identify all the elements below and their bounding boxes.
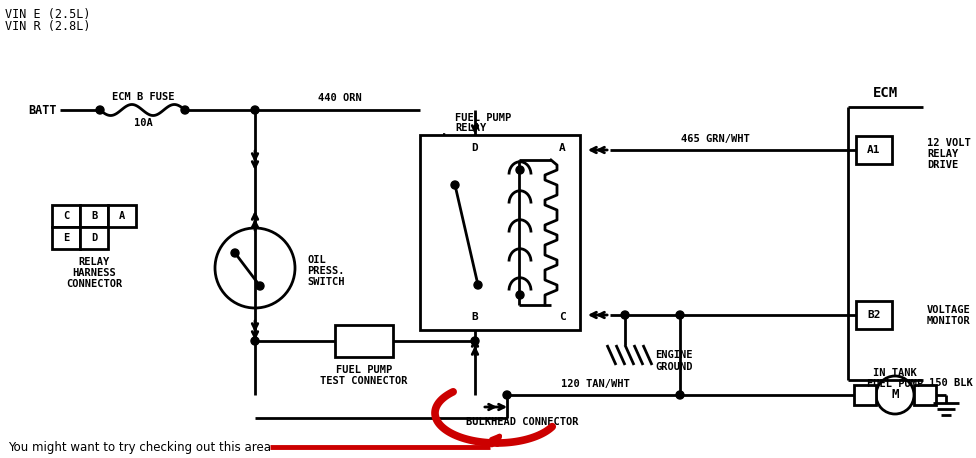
Bar: [52, 227, 80, 249]
Text: RELAY: RELAY: [78, 257, 109, 267]
Text: GROUND: GROUND: [655, 362, 693, 372]
Text: 12 VOLT: 12 VOLT: [927, 138, 971, 148]
Text: RELAY: RELAY: [927, 149, 958, 159]
Text: 150 BLK: 150 BLK: [929, 378, 973, 388]
Bar: [420, 135, 580, 330]
Circle shape: [503, 391, 511, 399]
Text: E: E: [62, 233, 69, 243]
Text: .: .: [440, 125, 448, 139]
Text: B2: B2: [868, 310, 880, 320]
Circle shape: [621, 311, 629, 319]
Text: D: D: [91, 233, 98, 243]
Text: A: A: [558, 143, 565, 153]
Bar: [80, 205, 108, 227]
Circle shape: [231, 249, 239, 257]
Text: 120 TAN/WHT: 120 TAN/WHT: [560, 379, 630, 389]
Text: TEST CONNECTOR: TEST CONNECTOR: [320, 376, 408, 386]
Text: D: D: [471, 143, 478, 153]
Circle shape: [474, 281, 482, 289]
Text: ECM: ECM: [873, 86, 898, 100]
Text: A: A: [119, 211, 125, 221]
Text: RELAY: RELAY: [455, 123, 486, 133]
Bar: [108, 205, 136, 227]
Text: B: B: [91, 211, 98, 221]
Bar: [856, 136, 892, 164]
Text: VIN R (2.8L): VIN R (2.8L): [5, 20, 91, 33]
Text: CONNECTOR: CONNECTOR: [65, 279, 122, 289]
Circle shape: [516, 291, 524, 299]
Circle shape: [471, 337, 479, 345]
Bar: [80, 227, 108, 249]
Bar: [914, 385, 936, 405]
Text: MONITOR: MONITOR: [927, 316, 971, 326]
Bar: [52, 205, 80, 227]
Circle shape: [516, 166, 524, 174]
Text: BULKHEAD CONNECTOR: BULKHEAD CONNECTOR: [466, 417, 578, 427]
Text: M: M: [891, 388, 899, 402]
Text: HARNESS: HARNESS: [72, 268, 116, 278]
Circle shape: [181, 106, 189, 114]
Circle shape: [215, 228, 295, 308]
Text: You might want to try checking out this area: You might want to try checking out this …: [8, 441, 271, 453]
Circle shape: [256, 282, 264, 290]
Text: FUEL PUMP: FUEL PUMP: [867, 379, 923, 389]
Text: IN TANK: IN TANK: [874, 368, 916, 378]
Text: SWITCH: SWITCH: [307, 277, 345, 287]
Text: C: C: [62, 211, 69, 221]
Circle shape: [676, 311, 684, 319]
Text: PRESS.: PRESS.: [307, 266, 345, 276]
Circle shape: [876, 376, 914, 414]
Text: VOLTAGE: VOLTAGE: [927, 305, 971, 315]
Text: A1: A1: [868, 145, 880, 155]
Text: FUEL PUMP: FUEL PUMP: [336, 365, 392, 375]
Circle shape: [451, 181, 459, 189]
Text: 440 ORN: 440 ORN: [318, 93, 362, 103]
Text: OIL: OIL: [307, 255, 326, 265]
Text: C: C: [558, 312, 565, 322]
Bar: [856, 301, 892, 329]
Text: ECM B FUSE: ECM B FUSE: [111, 92, 175, 102]
Circle shape: [251, 106, 259, 114]
Text: B: B: [471, 312, 478, 322]
Text: 10A: 10A: [134, 118, 152, 128]
Text: FUEL PUMP: FUEL PUMP: [455, 113, 511, 123]
Text: BATT: BATT: [28, 104, 57, 116]
Circle shape: [251, 337, 259, 345]
Circle shape: [676, 391, 684, 399]
Text: ENGINE: ENGINE: [655, 350, 693, 360]
Text: VIN E (2.5L): VIN E (2.5L): [5, 8, 91, 21]
Text: 465 GRN/WHT: 465 GRN/WHT: [680, 134, 750, 144]
Bar: [854, 385, 876, 405]
Bar: [335, 325, 393, 357]
Text: DRIVE: DRIVE: [927, 160, 958, 170]
Circle shape: [96, 106, 104, 114]
